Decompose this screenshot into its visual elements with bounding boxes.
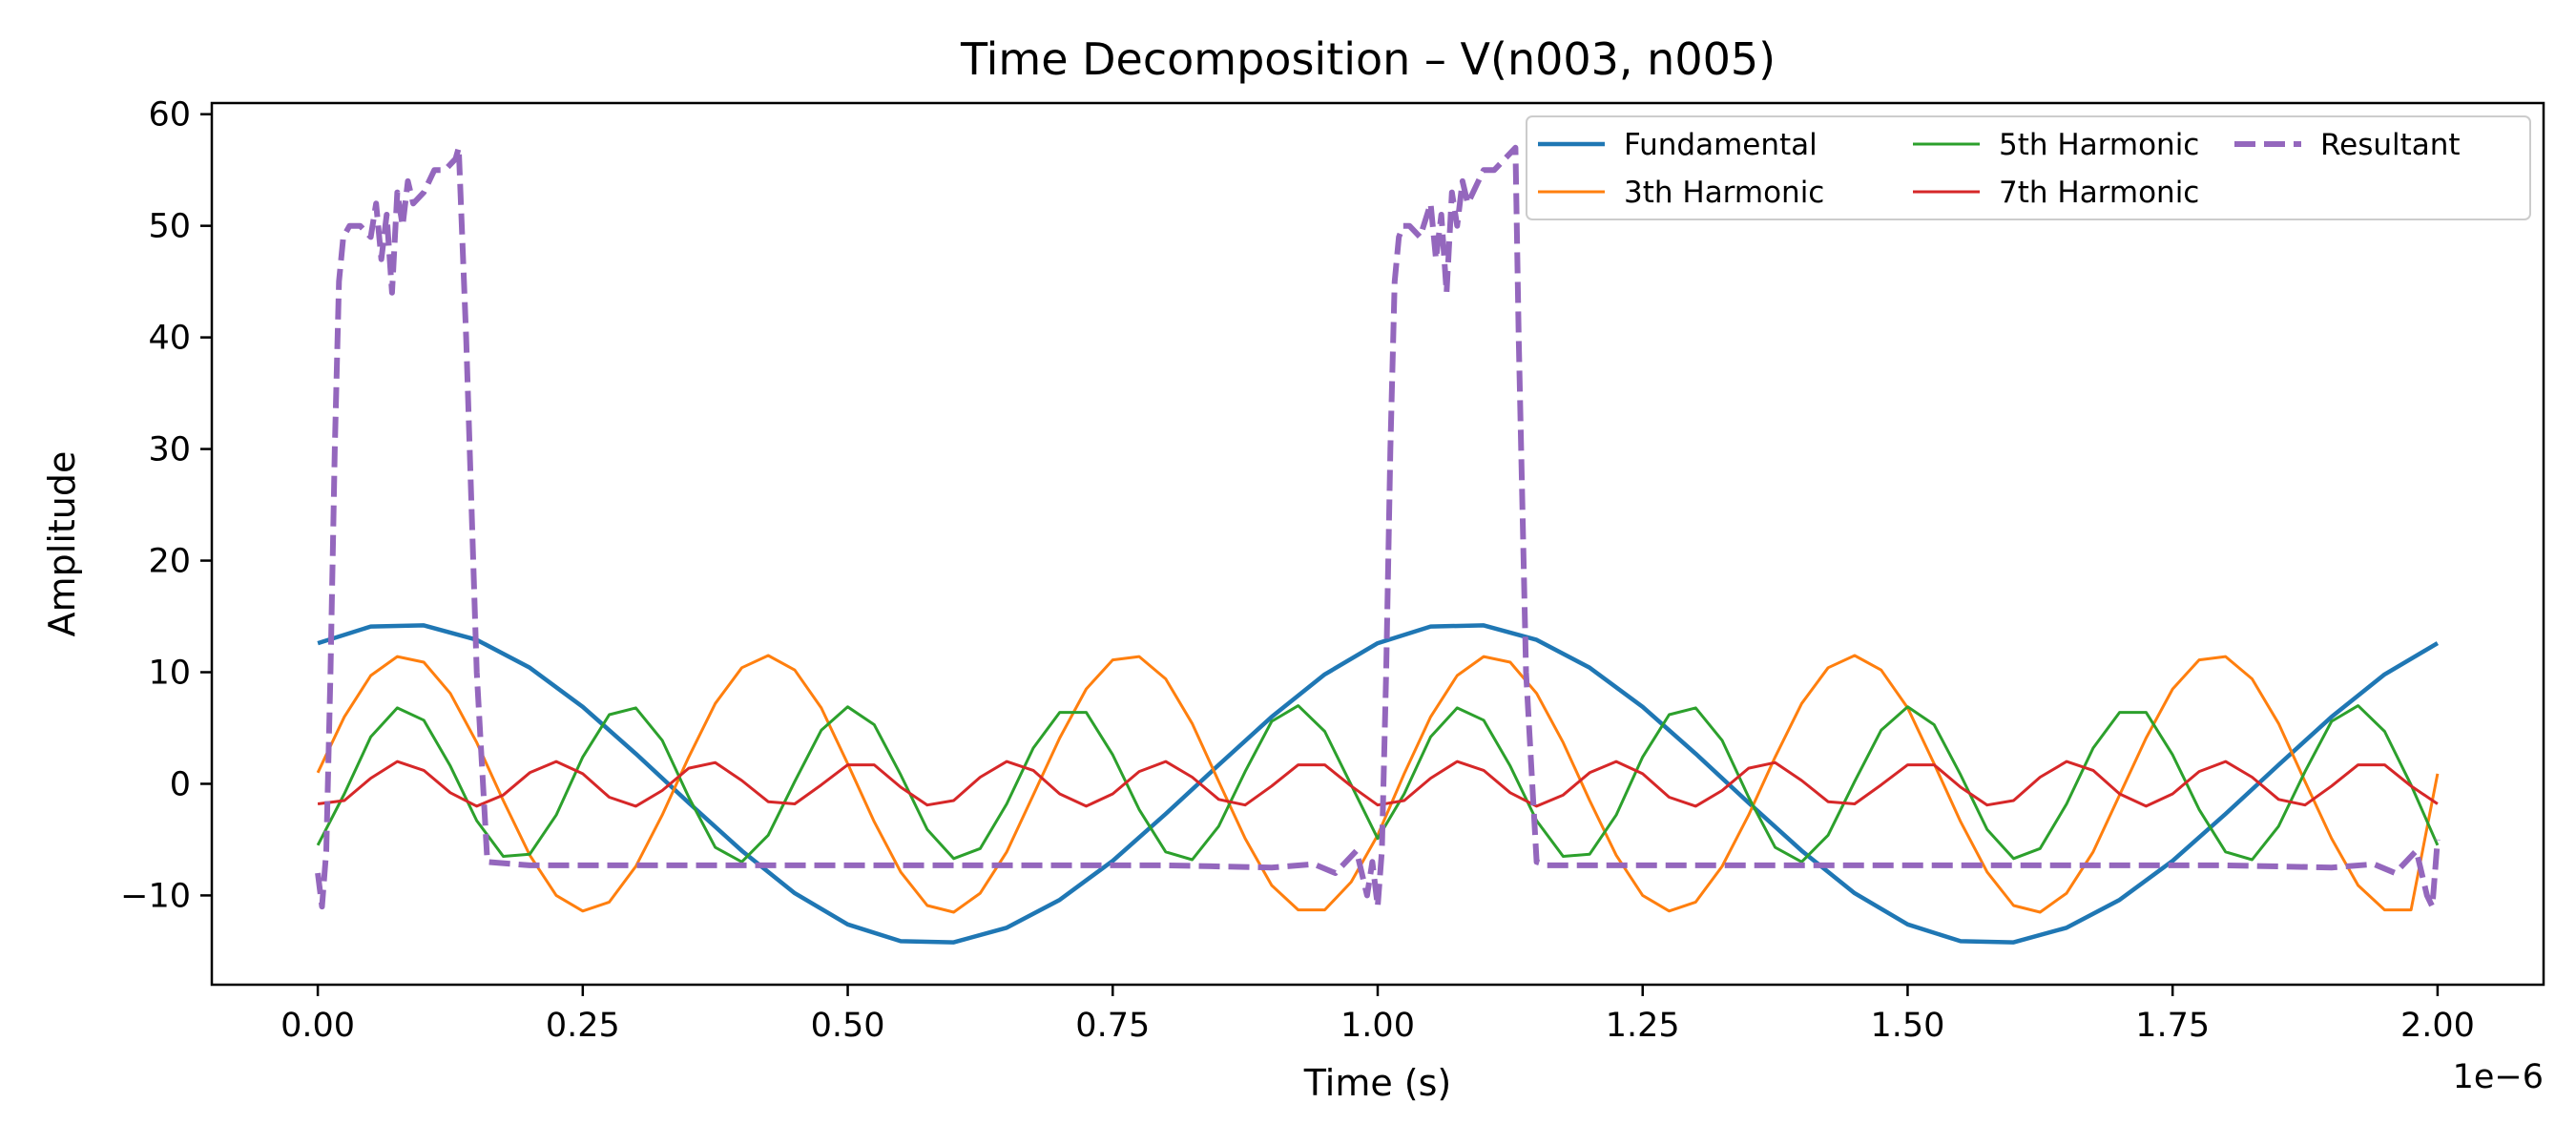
x-axis-ticks: 0.00 0.25 0.50 0.75 1.00 1.25 1.50 1.75 2.00 [280,985,2475,1045]
legend-label: Resultant [2320,128,2461,162]
x-tick-label: 1.00 [1340,1007,1415,1045]
legend-label: 3th Harmonic [1624,176,1824,210]
y-tick-label: 20 [148,543,191,581]
chart-title: Time Decomposition – V(n003, n005) [960,33,1776,85]
x-tick-label: 0.00 [280,1007,355,1045]
series-line-fundamental [317,623,2440,945]
series-layer [315,144,2441,945]
y-tick-label: 10 [148,655,191,693]
y-tick-label: 30 [148,431,191,469]
y-axis-ticks: −10 0 10 20 30 40 50 60 [120,96,212,915]
y-tick-label: −10 [120,877,191,915]
y-tick-label: 60 [148,96,191,135]
y-tick-label: 0 [170,765,191,803]
x-axis-label: Time (s) [1303,1062,1452,1104]
x-tick-label: 0.50 [811,1007,885,1045]
plot-area [212,103,2544,985]
x-tick-label: 0.75 [1075,1007,1150,1045]
x-axis-offset-label: 1e−6 [2453,1058,2544,1096]
plot-background [212,103,2544,985]
x-tick-label: 1.50 [1870,1007,1944,1045]
y-tick-label: 50 [148,208,191,246]
legend-label: 5th Harmonic [1999,128,2199,162]
x-tick-label: 1.75 [2135,1007,2210,1045]
legend-label: 7th Harmonic [1999,176,2199,210]
legend-label: Fundamental [1624,128,1818,162]
x-tick-label: 2.00 [2400,1007,2475,1045]
legend: Fundamental 3th Harmonic 5th Harmonic 7th H… [1526,115,2531,220]
series-line-resultant [315,144,2441,910]
series-line-7th-harmonic [317,760,2439,808]
y-axis-label: Amplitude [41,451,83,637]
y-tick-label: 40 [148,320,191,358]
x-tick-label: 0.25 [546,1007,620,1045]
x-tick-label: 1.25 [1606,1007,1680,1045]
